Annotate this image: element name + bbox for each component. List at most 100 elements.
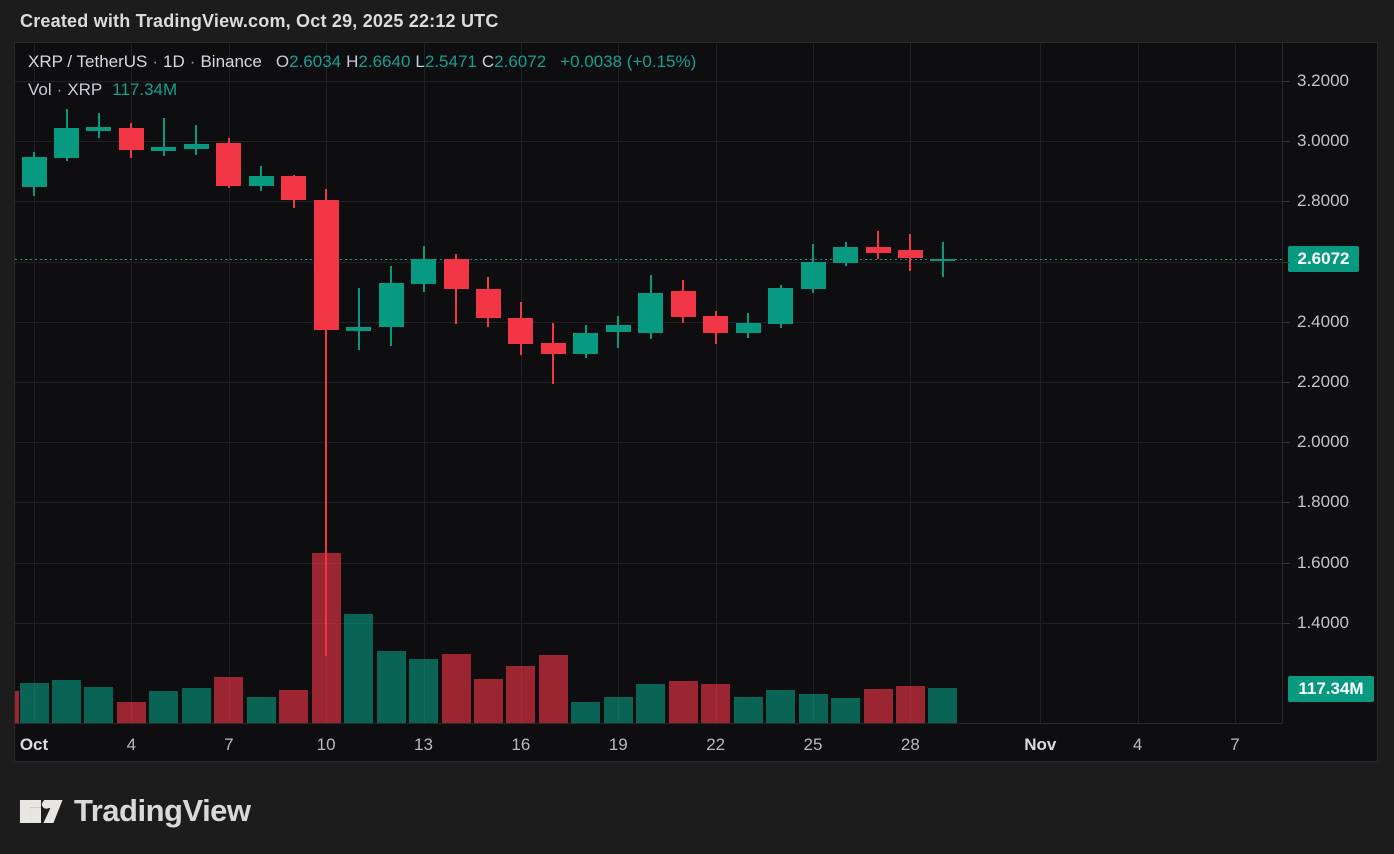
price-tick-mark [1283, 201, 1290, 203]
volume-bar-Oct-21 [668, 680, 698, 723]
volume-bar-partial [15, 691, 19, 723]
price-tick-label: 1.8000 [1297, 492, 1349, 512]
volume-bar-Oct-16 [506, 666, 536, 723]
v-gridline [1137, 43, 1139, 723]
time-tick-label-13: 13 [414, 735, 433, 754]
time-axis[interactable]: Oct 4 7 10 13 16 19 22 25 28 Nov 4 7 [15, 723, 1282, 762]
volume-value-label: 117.34M [1288, 676, 1374, 702]
volume-bar-Oct-3 [84, 686, 114, 723]
price-axis[interactable]: 2.6072 117.34M 3.2000 3.0000 2.8000 2.4000 2… [1282, 43, 1379, 723]
candle-body-Oct-29 [930, 259, 956, 261]
price-chart-pane[interactable]: XRP / TetherUS · 1D · Binance O 2.6034 H… [15, 43, 1282, 723]
change-value: +0.0038 (+0.15%) [560, 52, 697, 71]
v-gridline [423, 43, 425, 723]
legend-symbol-row[interactable]: XRP / TetherUS · 1D · Binance O 2.6034 H… [28, 52, 696, 80]
candle-wick-Oct-27 [877, 231, 879, 260]
volume-bar-Oct-17 [538, 655, 568, 723]
candle-body-Oct-21 [670, 291, 696, 318]
volume-bar-Oct-7 [214, 677, 244, 723]
footer: TradingView [0, 762, 1394, 854]
volume-bar-Oct-23 [733, 697, 763, 723]
volume-bar-Oct-9 [279, 689, 309, 723]
exchange-label: Binance [200, 52, 262, 71]
time-tick-label-7: 7 [224, 735, 234, 754]
separator-dot: · [56, 80, 63, 99]
time-tick-label-4: 4 [1132, 735, 1143, 754]
candle-body-Oct-23 [735, 323, 761, 334]
volume-bar-Oct-20 [636, 683, 666, 723]
time-tick-label-22: 22 [706, 735, 726, 754]
candle-body-Oct-18 [573, 333, 599, 354]
time-tick-label-19: 19 [608, 735, 628, 754]
v-gridline [813, 43, 814, 723]
volume-bar-Oct-2 [52, 680, 81, 723]
h-gridline [15, 141, 1282, 143]
candle-wick-Oct-14 [455, 254, 457, 325]
candle-body-Oct-13 [411, 259, 436, 285]
h-gridline [15, 562, 1282, 564]
last-price-line [15, 259, 1282, 261]
v-gridline [618, 43, 620, 723]
legend-volume-row[interactable]: Vol · XRP 117.34M [28, 80, 696, 108]
candle-body-Oct-14 [443, 259, 469, 290]
volume-bar-Oct-11 [344, 614, 374, 723]
volume-bar-Oct-29 [928, 688, 958, 723]
candle-body-Oct-25 [800, 262, 826, 290]
candle-wick-Oct-10 [325, 189, 328, 656]
tradingview-brand-text: TradingView [74, 793, 251, 828]
candle-body-Oct-2 [54, 128, 79, 159]
candle-body-Oct-12 [378, 283, 404, 327]
candle-wick-Oct-5 [162, 118, 165, 157]
h-gridline [15, 382, 1282, 383]
candle-body-Oct-10 [313, 200, 339, 330]
volume-bar-Oct-13 [409, 658, 438, 723]
price-tick-label: 2.4000 [1297, 311, 1349, 331]
h-gridline [15, 622, 1282, 624]
candle-body-Oct-28 [897, 250, 923, 259]
v-gridline [34, 43, 35, 723]
time-tick-label-10: 10 [316, 735, 336, 754]
volume-bar-Oct-24 [766, 689, 796, 723]
volume-bar-Oct-28 [895, 686, 925, 723]
price-tick-label: 3.2000 [1297, 71, 1349, 90]
volume-bar-Oct-12 [376, 651, 406, 723]
open-value: 2.6034 [289, 52, 342, 71]
volume-bar-Oct-18 [571, 702, 601, 723]
attribution-text: Created with TradingView.com, Oct 29, 20… [20, 11, 499, 31]
candle-wick-Oct-3 [97, 112, 100, 138]
candle-body-Oct-4 [118, 128, 144, 150]
price-tick-mark [1283, 502, 1290, 504]
candle-body-Oct-1 [21, 157, 47, 187]
candle-body-Oct-27 [865, 247, 891, 254]
price-tick-label: 1.4000 [1297, 612, 1349, 632]
volume-bar-Oct-19 [603, 697, 633, 723]
candle-body-Oct-6 [183, 144, 209, 150]
volume-bar-Oct-8 [246, 697, 276, 723]
symbol-name[interactable]: XRP / TetherUS [28, 52, 148, 71]
v-gridline [715, 43, 717, 723]
volume-bar-Oct-26 [831, 697, 860, 723]
candle-body-Oct-20 [638, 293, 664, 334]
candle-body-Oct-19 [605, 325, 631, 332]
candle-wick-Oct-11 [357, 288, 360, 351]
interval-label[interactable]: 1D [163, 52, 185, 71]
separator-dot: · [189, 52, 196, 71]
close-value: 2.6072 [494, 52, 547, 71]
volume-bar-Oct-27 [863, 689, 893, 723]
volume-bar-Oct-14 [441, 654, 471, 723]
volume-bar-Oct-5 [149, 691, 179, 723]
volume-symbol: XRP [67, 80, 103, 99]
time-tick-label-7: 7 [1230, 735, 1240, 754]
volume-bar-Oct-15 [473, 678, 503, 723]
tradingview-logo[interactable]: TradingView [19, 793, 251, 829]
time-tick-label-nov: Nov [1024, 735, 1057, 754]
candle-body-Oct-11 [346, 326, 372, 332]
v-gridline [131, 43, 133, 723]
h-gridline [15, 81, 1282, 82]
time-tick-label-28: 28 [900, 735, 920, 754]
volume-value: 117.34M [112, 80, 178, 99]
last-price-label: 2.6072 [1288, 246, 1359, 273]
h-gridline [15, 201, 1282, 203]
volume-label: Vol [28, 80, 52, 99]
price-tick-mark [1283, 442, 1290, 444]
